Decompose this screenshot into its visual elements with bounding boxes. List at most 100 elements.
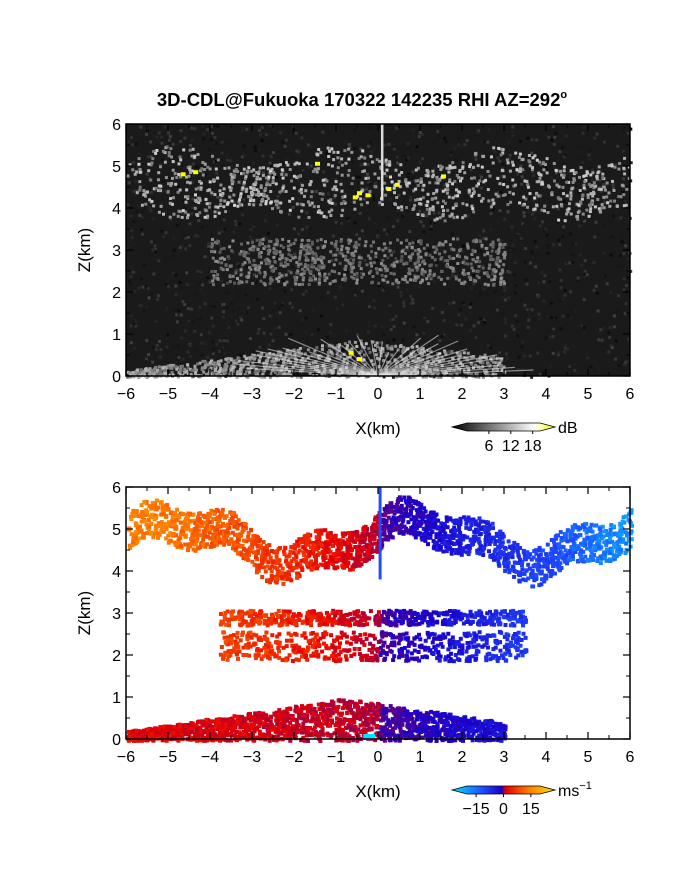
intensity-boundary-layer-cell — [272, 365, 276, 368]
intensity-middle-layer-cell — [439, 257, 443, 261]
intensity-middle-layer-cell — [333, 279, 337, 283]
intensity-cloud-layer-cell — [601, 176, 605, 180]
intensity-noise-speckle — [251, 161, 255, 165]
intensity-noise-speckle — [308, 227, 312, 231]
intensity-noise-speckle — [591, 179, 595, 183]
velocity-cloud-layer-cell — [630, 523, 634, 528]
intensity-noise-speckle — [377, 352, 381, 356]
intensity-cloud-layer-cell — [278, 163, 282, 167]
intensity-cloud-layer-cell — [244, 189, 248, 193]
intensity-cloud-layer-cell — [412, 189, 416, 193]
intensity-middle-layer-cell — [216, 239, 220, 243]
intensity-middle-layer-cell — [298, 253, 302, 257]
intensity-middle-layer-cell — [469, 262, 473, 266]
intensity-near-field-ray — [377, 354, 498, 377]
intensity-boundary-layer-cell — [284, 372, 288, 376]
intensity-middle-layer-cell — [483, 253, 487, 257]
intensity-boundary-layer-cell — [426, 360, 430, 364]
intensity-cloud-layer-cell — [288, 199, 292, 203]
intensity-cloud-layer-cell — [258, 177, 262, 181]
intensity-noise-speckle — [513, 187, 517, 191]
intensity-middle-layer-cell — [416, 275, 420, 279]
intensity-middle-layer-cell — [349, 265, 353, 269]
intensity-noise-speckle — [165, 345, 169, 349]
intensity-cloud-layer-cell — [218, 189, 222, 193]
intensity-boundary-layer-cell — [394, 344, 398, 348]
intensity-noise-speckle — [564, 262, 568, 266]
intensity-noise-speckle — [275, 205, 278, 209]
intensity-noise-speckle — [197, 281, 201, 285]
intensity-noise-speckle — [413, 178, 416, 182]
intensity-near-field-ray — [377, 343, 439, 377]
intensity-noise-speckle — [146, 286, 150, 290]
intensity-noise-speckle — [151, 360, 155, 364]
intensity-cloud-layer-cell — [340, 163, 344, 167]
intensity-middle-layer-cell — [384, 246, 388, 250]
intensity-noise-speckle — [428, 220, 432, 224]
intensity-boundary-layer-cell — [270, 372, 273, 376]
intensity-cloud-layer-cell — [311, 170, 315, 173]
intensity-noise-speckle — [226, 170, 230, 174]
intensity-noise-speckle — [614, 146, 617, 150]
intensity-cloud-layer-cell — [445, 166, 449, 170]
intensity-boundary-layer-cell — [236, 370, 240, 374]
intensity-noise-speckle — [498, 190, 502, 194]
intensity-cloud-layer-cell — [560, 204, 564, 208]
intensity-cloud-layer-cell — [475, 184, 479, 188]
intensity-noise-speckle — [258, 128, 261, 132]
velocity-cloud-layer-cell — [227, 541, 232, 546]
intensity-middle-layer-cell — [273, 251, 276, 255]
velocity-cloud-layer-cell — [458, 530, 463, 535]
intensity-boundary-layer-cell — [166, 364, 170, 368]
intensity-boundary-layer-cell — [209, 366, 213, 370]
intensity-noise-speckle — [386, 340, 390, 344]
velocity-cloud-layer-cell — [160, 508, 165, 513]
intensity-noise-speckle — [257, 327, 261, 331]
intensity-cloud-layer-cell — [190, 154, 194, 158]
intensity-cloud-layer-cell — [431, 208, 435, 212]
intensity-noise-speckle — [249, 297, 253, 300]
intensity-noise-speckle — [277, 325, 281, 329]
intensity-noise-speckle — [408, 230, 412, 233]
intensity-cloud-layer-cell — [576, 217, 580, 221]
intensity-noise-speckle — [409, 294, 413, 298]
intensity-cloud-layer-cell — [234, 167, 238, 171]
intensity-cloud-layer-cell — [518, 201, 522, 205]
intensity-cloud-layer-cell — [400, 208, 404, 212]
intensity-noise-speckle — [583, 331, 587, 335]
intensity-middle-layer-cell — [390, 263, 394, 267]
intensity-boundary-layer-cell — [441, 369, 445, 373]
intensity-noise-speckle — [596, 309, 600, 313]
intensity-noise-speckle — [376, 235, 380, 239]
intensity-colorbar: 6 12 18 dB — [450, 420, 578, 455]
intensity-noise-speckle — [587, 153, 591, 157]
intensity-noise-speckle — [396, 219, 400, 223]
intensity-noise-speckle — [297, 232, 301, 236]
intensity-middle-layer-cell — [489, 258, 492, 262]
intensity-middle-layer-cell — [404, 252, 407, 255]
intensity-noise-speckle — [622, 236, 626, 240]
intensity-cloud-layer-cell — [342, 200, 346, 204]
intensity-middle-layer-cell — [316, 239, 319, 243]
intensity-noise-speckle — [180, 155, 184, 159]
intensity-cloud-layer-cell — [414, 187, 418, 191]
intensity-cloud-layer-cell — [514, 183, 517, 187]
intensity-middle-layer-cell — [251, 240, 254, 244]
intensity-boundary-layer-cell — [328, 349, 332, 352]
intensity-cloud-layer-cell — [554, 168, 558, 172]
intensity-cloud-layer-cell — [453, 165, 457, 169]
intensity-cloud-layer-cell — [581, 212, 585, 216]
velocity-cloud-layer-cell — [368, 538, 373, 543]
intensity-noise-speckle — [522, 214, 526, 218]
velocity-cloud-layer-cell — [299, 558, 304, 563]
intensity-middle-layer-cell — [263, 258, 267, 262]
intensity-boundary-layer-cell — [408, 354, 412, 358]
intensity-noise-speckle — [449, 151, 453, 154]
intensity-noise-speckle — [380, 199, 384, 203]
intensity-noise-speckle — [199, 333, 203, 337]
intensity-noise-speckle — [309, 164, 313, 168]
intensity-noise-speckle — [215, 171, 219, 175]
intensity-cloud-layer-cell — [405, 206, 408, 210]
velocity-cloud-layer-cell — [425, 531, 430, 536]
intensity-middle-layer-cell — [408, 272, 412, 276]
